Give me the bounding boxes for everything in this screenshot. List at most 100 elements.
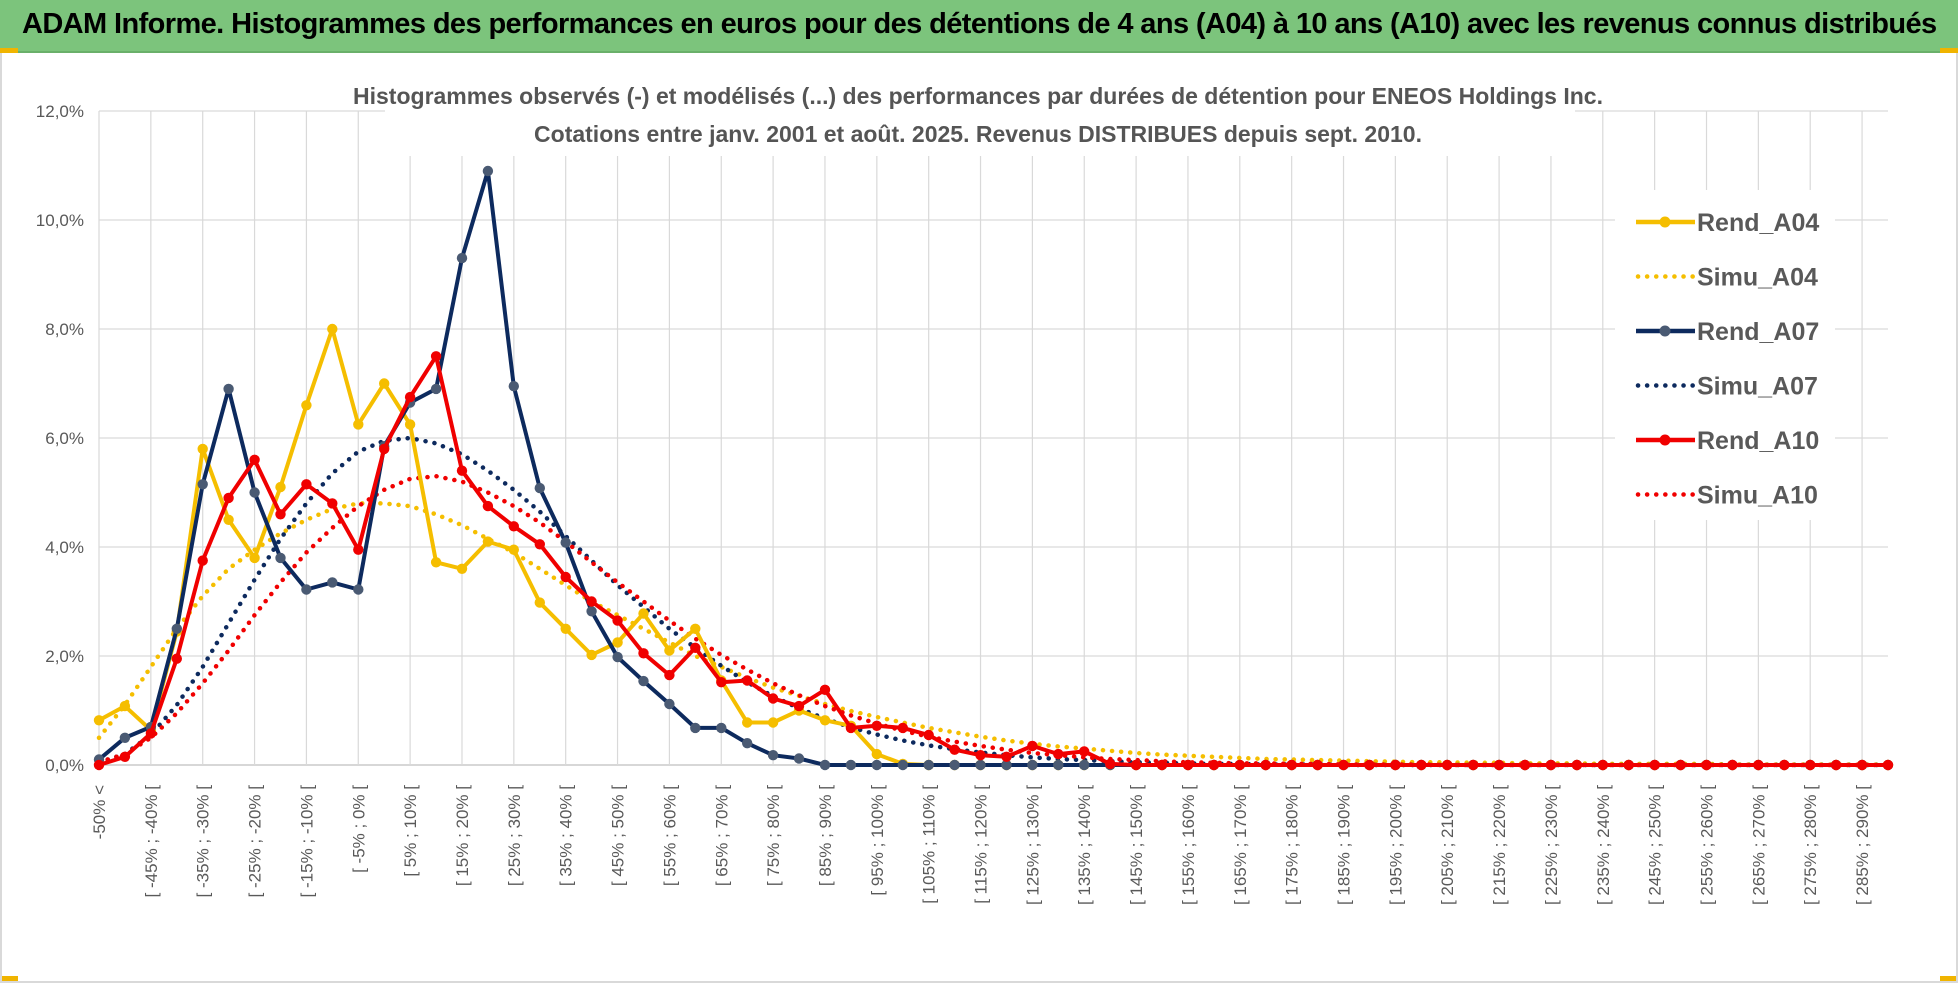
data-point xyxy=(171,653,182,664)
corner-mark-bottom-left xyxy=(0,976,18,981)
legend-item-rend-a07: Rend_A07 xyxy=(1636,318,1819,346)
legend-item-simu-a04: Simu_A04 xyxy=(1635,264,1818,292)
data-point xyxy=(1001,751,1012,762)
data-point xyxy=(871,759,882,771)
data-point xyxy=(379,378,390,389)
data-point xyxy=(638,608,649,619)
data-point xyxy=(249,552,260,564)
data-point xyxy=(223,492,234,504)
data-point xyxy=(1338,759,1349,771)
data-point xyxy=(560,537,571,548)
x-tick-label: [ 245% ; 250% [ xyxy=(1646,785,1665,905)
data-point xyxy=(534,482,545,494)
data-point xyxy=(223,383,234,395)
series-layer xyxy=(93,165,1894,771)
data-point xyxy=(379,443,390,455)
data-point xyxy=(793,753,805,764)
data-point xyxy=(430,557,442,568)
data-point xyxy=(767,750,779,761)
legend-swatch-marker xyxy=(1659,434,1671,446)
x-tick-label: [ 175% ; 180% [ xyxy=(1283,785,1302,905)
data-point xyxy=(197,479,208,490)
data-point xyxy=(119,732,131,743)
data-point xyxy=(1830,759,1842,771)
data-point xyxy=(1805,759,1816,771)
legend-label: Rend_A04 xyxy=(1697,209,1819,237)
corner-mark-top-right xyxy=(1940,48,1958,53)
series-line xyxy=(96,473,1891,768)
data-point xyxy=(690,623,701,634)
data-point xyxy=(223,514,234,525)
data-point xyxy=(1727,759,1738,771)
data-point xyxy=(664,669,675,681)
x-tick-label: -50% < xyxy=(90,785,109,839)
data-point xyxy=(1260,759,1271,771)
data-point xyxy=(1493,759,1505,771)
title-backdrop xyxy=(385,74,1575,156)
y-axis: 0,0% 2,0% 4,0% 6,0% 8,0% 10,0% 12,0% xyxy=(36,102,84,775)
x-tick-label: [ 205% ; 210% [ xyxy=(1438,785,1457,905)
data-point xyxy=(1053,748,1064,760)
data-point xyxy=(1156,759,1168,771)
x-tick-label: [ 255% ; 260% [ xyxy=(1698,785,1717,905)
chart-frame xyxy=(0,53,1958,983)
data-point xyxy=(1416,759,1427,771)
data-point xyxy=(430,383,442,395)
data-point xyxy=(430,351,442,362)
data-point xyxy=(1779,759,1790,771)
x-tick-label: [ 215% ; 220% [ xyxy=(1490,785,1509,905)
x-tick-label: [ 85% ; 90% [ xyxy=(816,785,835,886)
data-point xyxy=(1312,759,1323,771)
x-tick-label: [ 265% ; 270% [ xyxy=(1749,785,1768,905)
data-point xyxy=(664,698,675,710)
data-point xyxy=(1442,759,1453,771)
data-point xyxy=(1105,758,1116,770)
data-point xyxy=(327,498,338,509)
x-tick-label: [ 285% ; 290% [ xyxy=(1853,785,1872,905)
data-point xyxy=(871,720,882,731)
x-tick-label: [ 165% ; 170% [ xyxy=(1231,785,1250,905)
data-point xyxy=(819,684,831,695)
data-point xyxy=(1027,759,1038,771)
x-tick-label: [ 15% ; 20% [ xyxy=(453,785,472,886)
data-point xyxy=(1468,759,1479,771)
data-point xyxy=(975,750,986,761)
data-point xyxy=(353,584,364,595)
data-point xyxy=(1571,759,1583,771)
data-point xyxy=(482,165,494,177)
data-point xyxy=(1753,759,1764,771)
x-tick-label: [ -25% ; -20% [ xyxy=(246,785,265,898)
data-point xyxy=(456,465,468,476)
x-tick-label: [ -35% ; -30% [ xyxy=(194,785,213,898)
data-point xyxy=(1208,759,1220,771)
series-line xyxy=(96,501,1891,767)
data-point xyxy=(638,675,649,687)
x-tick-label: [ 135% ; 140% [ xyxy=(1075,785,1094,905)
data-point xyxy=(534,539,545,550)
data-point xyxy=(923,729,934,741)
legend-item-simu-a10: Simu_A10 xyxy=(1635,482,1818,510)
series-simu-a10 xyxy=(96,473,1891,768)
x-tick-label: [ -45% ; -40% [ xyxy=(142,785,161,898)
data-point xyxy=(845,722,857,734)
data-point xyxy=(301,479,312,490)
x-tick-label: [ 235% ; 240% [ xyxy=(1594,785,1613,905)
data-point xyxy=(1001,759,1012,771)
report-title: ADAM Informe. Histogrammes des performan… xyxy=(22,8,1937,40)
x-tick-label: [ 185% ; 190% [ xyxy=(1335,785,1354,905)
data-point xyxy=(1286,759,1297,771)
data-point xyxy=(767,693,779,704)
data-point xyxy=(742,738,753,749)
data-point xyxy=(949,744,960,755)
data-point xyxy=(949,759,960,771)
y-tick-label: 6,0% xyxy=(45,429,84,448)
legend-label: Simu_A04 xyxy=(1697,264,1818,292)
data-point xyxy=(716,677,727,688)
data-point xyxy=(716,722,727,734)
data-point xyxy=(845,759,857,771)
legend-swatch-marker xyxy=(1659,216,1671,228)
data-point xyxy=(612,615,623,626)
legend-label: Rend_A07 xyxy=(1697,318,1819,346)
series-simu-a04 xyxy=(96,501,1891,767)
